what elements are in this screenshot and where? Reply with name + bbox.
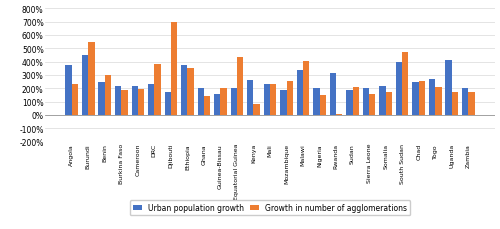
Bar bbox=[220, 89, 226, 115]
Bar bbox=[270, 85, 276, 115]
Bar bbox=[429, 79, 435, 115]
Bar bbox=[320, 95, 326, 115]
Bar bbox=[171, 22, 177, 115]
Bar bbox=[230, 89, 237, 115]
Bar bbox=[132, 86, 138, 115]
Bar bbox=[396, 62, 402, 115]
Bar bbox=[72, 85, 78, 115]
Bar bbox=[435, 87, 442, 115]
Bar bbox=[138, 90, 144, 115]
Bar bbox=[237, 58, 243, 115]
Bar bbox=[98, 82, 105, 115]
Bar bbox=[446, 60, 452, 115]
Bar bbox=[280, 91, 286, 115]
Bar bbox=[204, 96, 210, 115]
Bar bbox=[418, 82, 425, 115]
Bar bbox=[352, 87, 359, 115]
Bar bbox=[363, 89, 369, 115]
Bar bbox=[314, 88, 320, 115]
Bar bbox=[154, 65, 160, 115]
Bar bbox=[303, 62, 310, 115]
Bar bbox=[214, 95, 220, 115]
Bar bbox=[346, 91, 352, 115]
Bar bbox=[105, 76, 111, 115]
Bar bbox=[412, 82, 418, 115]
Bar bbox=[148, 84, 154, 115]
Bar bbox=[330, 74, 336, 115]
Bar bbox=[297, 70, 303, 115]
Bar bbox=[369, 95, 376, 115]
Bar bbox=[452, 92, 458, 115]
Bar bbox=[188, 69, 194, 115]
Bar bbox=[380, 86, 386, 115]
Bar bbox=[198, 89, 204, 115]
Legend: Urban population growth, Growth in number of agglomerations: Urban population growth, Growth in numbe… bbox=[130, 200, 410, 215]
Bar bbox=[88, 42, 94, 115]
Bar bbox=[468, 92, 474, 115]
Bar bbox=[462, 89, 468, 115]
Bar bbox=[402, 52, 408, 115]
Bar bbox=[247, 80, 254, 115]
Bar bbox=[254, 104, 260, 115]
Bar bbox=[164, 92, 171, 115]
Bar bbox=[122, 90, 128, 115]
Bar bbox=[115, 86, 121, 115]
Bar bbox=[264, 85, 270, 115]
Bar bbox=[82, 56, 88, 115]
Bar bbox=[66, 65, 71, 115]
Bar bbox=[181, 65, 188, 115]
Bar bbox=[336, 114, 342, 115]
Bar bbox=[286, 82, 293, 115]
Bar bbox=[386, 92, 392, 115]
